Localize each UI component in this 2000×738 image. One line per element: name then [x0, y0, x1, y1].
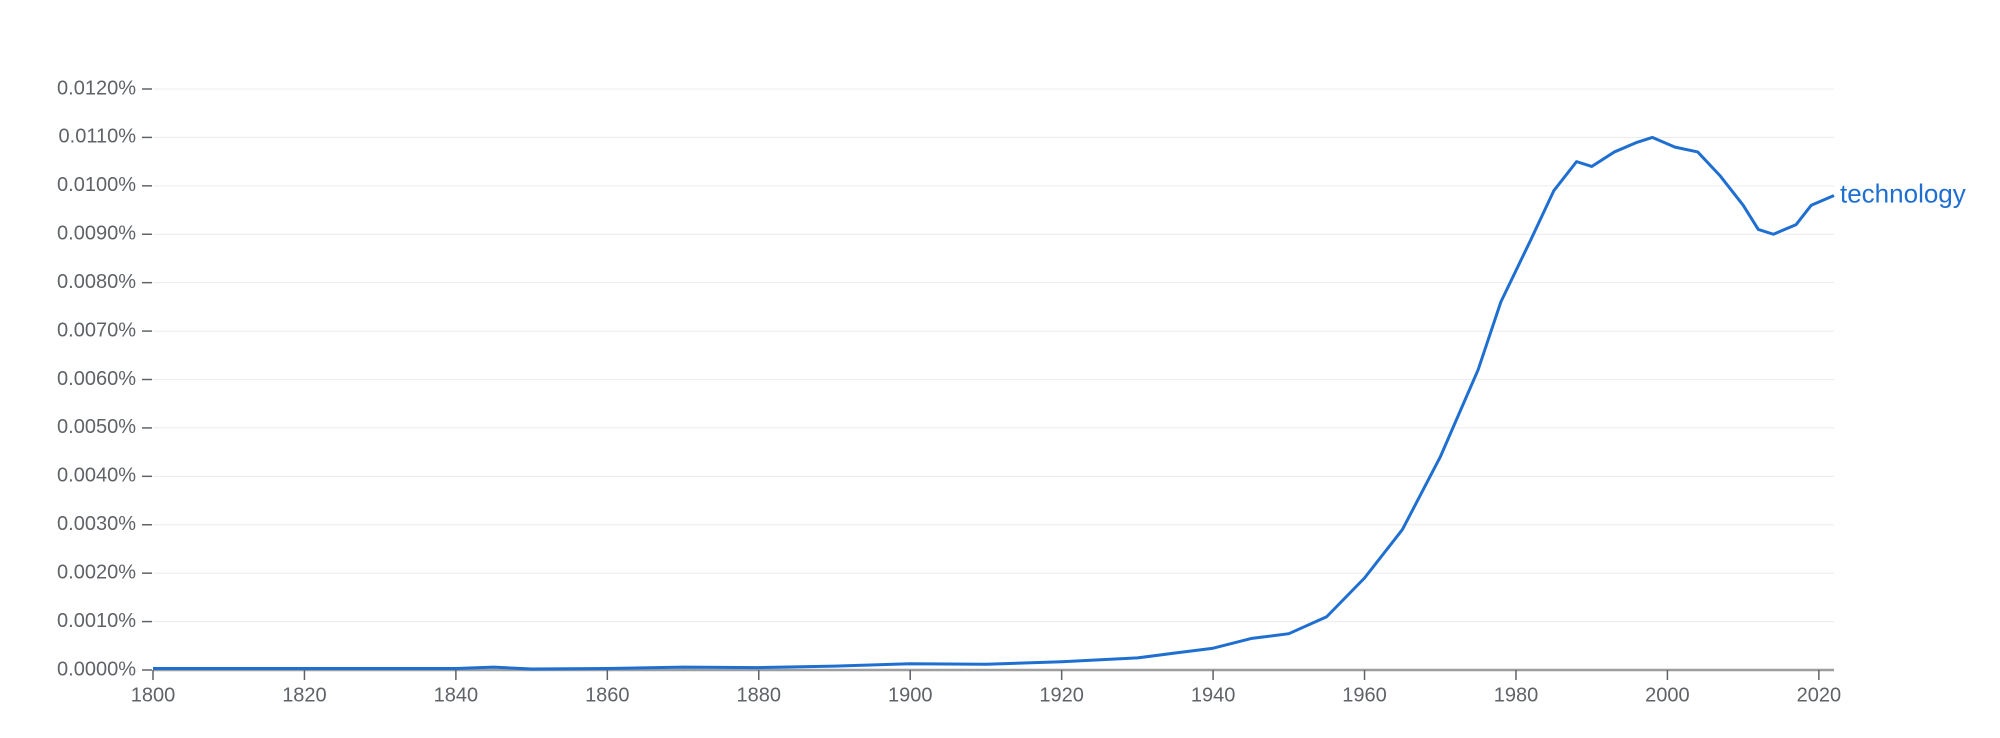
y-tick-label: 0.0070% — [57, 319, 136, 341]
y-tick-label: 0.0090% — [57, 223, 136, 245]
x-tick-label: 1860 — [585, 684, 630, 706]
x-tick-label: 1980 — [1494, 684, 1539, 706]
y-tick-label: 0.0030% — [57, 513, 136, 535]
x-tick-label: 1820 — [282, 684, 327, 706]
y-tick-label: 0.0060% — [57, 368, 136, 390]
y-tick-label: 0.0050% — [57, 416, 136, 438]
series-line — [153, 135, 1835, 671]
y-tick-label: 0.0010% — [57, 610, 136, 632]
x-tick-label: 1840 — [434, 684, 479, 706]
y-tick-label: 0.0120% — [57, 77, 136, 99]
x-tick-label: 1900 — [888, 684, 933, 706]
x-tick-label: 2000 — [1645, 684, 1690, 706]
y-tick-label: 0.0100% — [57, 174, 136, 196]
x-tick-label: 1940 — [1191, 684, 1236, 706]
y-tick-label: 0.0040% — [57, 465, 136, 487]
x-tick-label: 1800 — [131, 684, 176, 706]
x-tick-label: 1920 — [1039, 684, 1084, 706]
y-tick-label: 0.0080% — [57, 271, 136, 293]
y-tick-label: 0.0020% — [57, 561, 136, 583]
x-tick-label: 1880 — [737, 684, 782, 706]
x-tick-label: 2020 — [1797, 684, 1842, 706]
series-label[interactable]: technology — [1840, 178, 1966, 208]
y-tick-label: 0.0000% — [57, 658, 136, 680]
y-tick-label: 0.0110% — [59, 126, 137, 148]
x-tick-label: 1960 — [1342, 684, 1387, 706]
